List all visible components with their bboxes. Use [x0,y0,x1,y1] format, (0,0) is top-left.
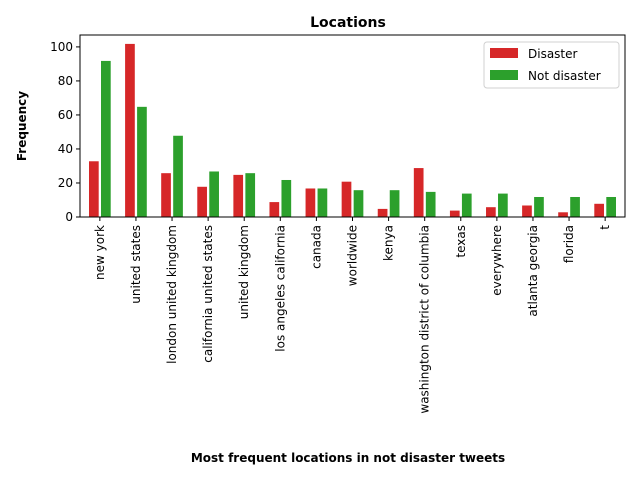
y-tick-label-3: 60 [58,108,73,122]
bar-disaster-0 [88,160,100,218]
x-tick-label-13: florida [562,225,576,263]
bar-disaster-14 [593,202,605,218]
bar-not-disaster-9 [425,191,437,218]
legend-swatch-not-disaster [490,70,518,80]
bar-disaster-9 [413,167,425,218]
legend-swatch-disaster [490,48,518,58]
bar-not-disaster-10 [461,192,473,218]
x-axis-label: Most frequent locations in not disaster … [191,451,505,465]
bar-not-disaster-4 [244,172,256,218]
x-tick-label-0: new york [93,225,107,280]
bar-not-disaster-7 [352,189,365,218]
y-tick-label-4: 80 [58,74,73,88]
x-tick-label-1: united states [129,225,143,304]
bar-disaster-3 [196,185,208,218]
x-tick-label-12: atlanta georgia [526,225,540,317]
x-axis: new york united states london united kingd… [93,217,612,414]
y-tick-label-0: 0 [65,210,73,224]
bar-not-disaster-2 [172,134,184,218]
bar-not-disaster-13 [569,196,581,218]
x-tick-label-9: washington district of columbia [418,225,432,414]
bar-not-disaster-11 [497,192,509,218]
y-tick-label-2: 40 [58,142,73,156]
legend-label-disaster: Disaster [528,47,578,61]
bar-not-disaster-0 [100,60,112,218]
legend: Disaster Not disaster [483,41,620,89]
bar-disaster-12 [521,204,533,218]
x-tick-label-14: t [598,225,612,230]
x-tick-label-5: los angeles california [273,225,287,352]
bar-disaster-2 [160,172,172,218]
x-tick-label-3: california united states [201,225,215,363]
bar-not-disaster-14 [605,196,617,218]
y-tick-label-5: 100 [50,40,73,54]
bars-group [88,43,617,218]
bar-not-disaster-12 [533,196,545,218]
bar-not-disaster-5 [280,179,292,218]
bar-not-disaster-6 [316,187,329,218]
bar-disaster-6 [304,187,317,218]
bar-disaster-11 [485,206,497,218]
bar-disaster-8 [376,208,389,218]
y-axis-label: Frequency [15,91,29,161]
x-tick-label-7: worldwide [346,225,360,286]
bar-disaster-7 [340,180,353,218]
x-tick-label-11: everywhere [490,225,504,296]
bar-disaster-1 [124,43,136,218]
legend-label-not-disaster: Not disaster [528,69,601,83]
chart-title: Locations [310,15,386,31]
bar-disaster-4 [232,174,244,218]
x-tick-label-4: united kingdom [237,225,251,319]
x-tick-label-2: london united kingdom [165,225,179,364]
bar-not-disaster-3 [208,170,220,218]
y-tick-label-1: 20 [58,176,73,190]
x-tick-label-6: canada [309,225,323,269]
bar-disaster-10 [449,209,461,218]
bar-disaster-13 [557,211,569,218]
bar-disaster-5 [268,201,280,218]
x-tick-label-10: texas [454,225,468,258]
bar-not-disaster-1 [136,106,148,218]
y-axis: 0 20 40 60 80 100 [50,40,80,224]
bar-not-disaster-8 [388,189,401,218]
x-tick-label-8: kenya [382,225,396,261]
